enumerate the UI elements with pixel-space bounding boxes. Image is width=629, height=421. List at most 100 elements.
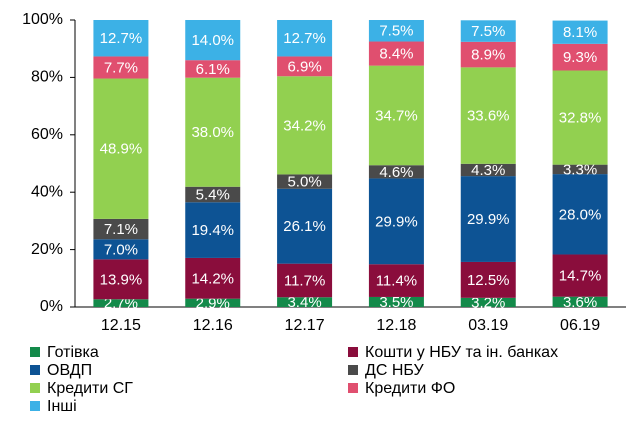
- value-label: 4.3%: [471, 162, 505, 179]
- value-label: 3.3%: [563, 161, 597, 178]
- value-label: 2.7%: [104, 295, 138, 312]
- legend-label: ДС НБУ: [365, 362, 425, 379]
- value-label: 8.1%: [563, 24, 597, 41]
- value-label: 7.5%: [379, 23, 413, 40]
- y-tick-label: 80%: [31, 69, 63, 86]
- bar-segment: [368, 65, 424, 166]
- value-label: 9.3%: [563, 49, 597, 66]
- y-tick-label: 60%: [31, 126, 63, 143]
- value-label: 5.4%: [196, 186, 230, 203]
- bar-segment: [277, 76, 333, 175]
- y-tick-label: 100%: [22, 11, 63, 28]
- value-label: 29.9%: [467, 211, 510, 228]
- bar-segment: [277, 20, 333, 57]
- bar-segment: [185, 186, 241, 203]
- value-label: 14.0%: [191, 32, 234, 49]
- value-label: 4.6%: [379, 164, 413, 181]
- bar-segment: [368, 20, 424, 42]
- value-label: 7.1%: [104, 221, 138, 238]
- bar-segment: [185, 257, 241, 299]
- x-tick-label: 03.19: [468, 317, 508, 334]
- bar-segment: [460, 67, 516, 164]
- value-label: 3.6%: [563, 294, 597, 311]
- value-label: 12.5%: [467, 272, 510, 289]
- bar-segment: [185, 202, 241, 258]
- bar-segment: [277, 263, 333, 298]
- bar-segment: [460, 41, 516, 68]
- value-label: 29.9%: [375, 213, 418, 230]
- legend-label: Кредити ФО: [365, 380, 455, 397]
- bar-segment: [93, 299, 149, 307]
- bar-segment: [552, 164, 608, 175]
- value-label: 12.7%: [283, 30, 326, 47]
- value-label: 14.2%: [191, 270, 234, 287]
- value-label: 7.0%: [104, 241, 138, 258]
- value-label: 5.0%: [287, 174, 321, 191]
- value-label: 6.1%: [196, 61, 230, 78]
- value-label: 6.9%: [287, 58, 321, 75]
- bar-segment: [277, 174, 333, 189]
- bar-segment: [552, 70, 608, 165]
- bar-segment: [460, 297, 516, 307]
- legend-label: Інші: [47, 398, 77, 415]
- bar-segment: [277, 297, 333, 307]
- x-tick-label: 06.19: [560, 317, 600, 334]
- bar-segment: [93, 56, 149, 79]
- bar-segment: [368, 178, 424, 265]
- legend-swatch: [30, 365, 40, 375]
- value-label: 11.7%: [284, 272, 325, 289]
- bar-segment: [185, 298, 241, 307]
- bar-segment: [185, 20, 241, 61]
- value-label: 3.5%: [379, 294, 413, 311]
- bar-segment: [552, 20, 608, 44]
- legend-swatch: [348, 365, 358, 375]
- y-tick-label: 20%: [31, 241, 63, 258]
- x-tick-label: 12.18: [376, 317, 416, 334]
- bar-segment: [460, 261, 516, 298]
- bar-segment: [552, 174, 608, 255]
- bar-segment: [93, 218, 149, 240]
- value-label: 14.7%: [559, 268, 602, 285]
- bar-segment: [93, 259, 149, 300]
- value-label: 8.4%: [379, 46, 413, 63]
- bar-segment: [368, 296, 424, 307]
- value-label: 38.0%: [191, 124, 234, 141]
- value-label: 7.7%: [104, 59, 138, 76]
- value-label: 33.6%: [467, 108, 510, 125]
- value-label: 8.9%: [471, 47, 505, 64]
- bar-segment: [460, 20, 516, 42]
- legend-label: Кредити СГ: [47, 380, 133, 397]
- value-label: 32.8%: [559, 110, 602, 127]
- bar-segment: [460, 163, 516, 177]
- bar-segment: [552, 43, 608, 71]
- value-label: 48.9%: [100, 141, 143, 158]
- value-label: 2.9%: [196, 295, 230, 312]
- legend-swatch: [30, 347, 40, 357]
- bar-segment: [277, 56, 333, 77]
- x-tick-label: 12.17: [285, 317, 325, 334]
- bar-segment: [185, 60, 241, 78]
- bar-segment: [277, 188, 333, 264]
- legend-swatch: [30, 383, 40, 393]
- legend-swatch: [30, 401, 40, 411]
- value-label: 11.4%: [376, 273, 417, 290]
- legend-label: Кошти у НБУ та ін. банках: [365, 344, 558, 361]
- bar-segment: [93, 20, 149, 57]
- bar-segment: [552, 296, 608, 307]
- legend-label: Готівка: [47, 344, 99, 361]
- bar-segment: [368, 165, 424, 179]
- legend-swatch: [348, 347, 358, 357]
- x-tick-label: 12.15: [101, 317, 141, 334]
- value-label: 3.4%: [287, 294, 321, 311]
- bar-segment: [185, 77, 241, 187]
- bar-segment: [368, 264, 424, 297]
- y-tick-label: 40%: [31, 183, 63, 200]
- y-tick-label: 0%: [40, 298, 63, 315]
- value-label: 13.9%: [100, 271, 143, 288]
- value-label: 34.2%: [283, 117, 326, 134]
- value-label: 26.1%: [283, 218, 326, 235]
- value-label: 34.7%: [375, 107, 418, 124]
- bar-segment: [93, 78, 149, 219]
- bar-segment: [93, 239, 149, 260]
